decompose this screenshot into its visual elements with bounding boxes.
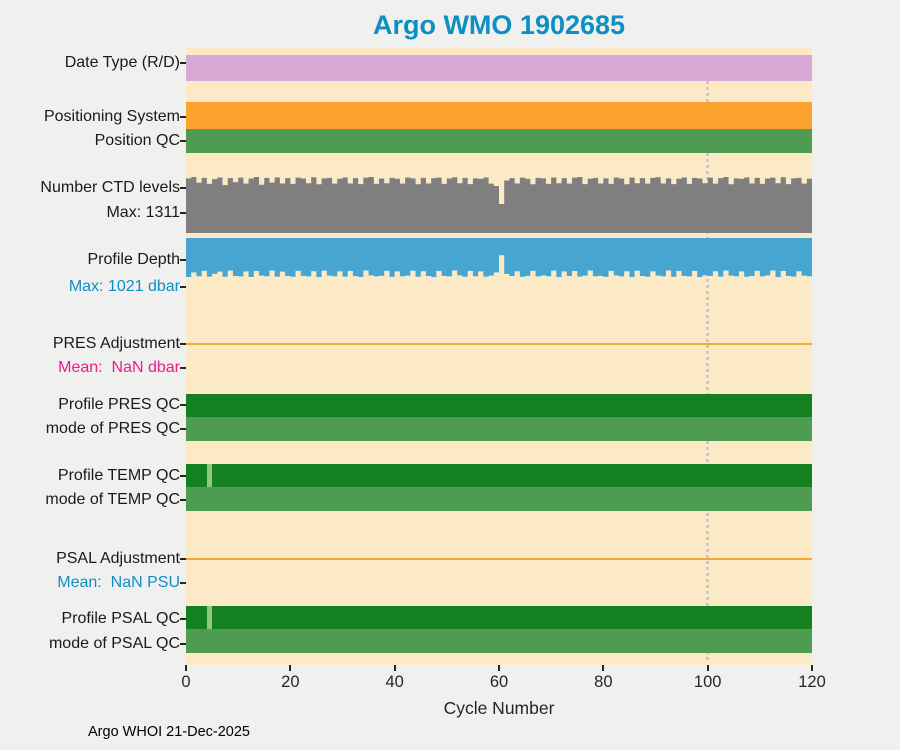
x-axis: 0 20 40 60 80 100 120 <box>181 665 826 697</box>
band-position-qc <box>186 129 812 153</box>
band-date-type <box>186 55 812 81</box>
row-label: Mean: NaN dbar <box>58 359 180 376</box>
x-tick-label: 0 <box>181 673 191 691</box>
row-label: PRES Adjustment <box>52 335 180 352</box>
band-profile-pres-qc <box>186 394 812 417</box>
x-tick-mark <box>498 665 500 671</box>
row-label: mode of TEMP QC <box>45 491 180 508</box>
row-label: Mean: NaN PSU <box>57 574 180 591</box>
y-tick-mark <box>180 643 186 645</box>
band-profile-depth-path <box>186 238 812 277</box>
row-label-gutter: Date Type (R/D) Positioning System Positio… <box>0 0 180 750</box>
x-tick-mark <box>706 665 709 671</box>
x-tick-label: 60 <box>489 673 509 691</box>
y-tick-mark <box>180 116 186 118</box>
x-tick-mark <box>289 665 292 671</box>
row-label: Date Type (R/D) <box>64 54 180 71</box>
band-ctd-levels-path <box>186 177 812 233</box>
band-mode-pres-qc <box>186 417 812 441</box>
y-tick-mark <box>180 367 186 369</box>
band-profile-psal-qc <box>186 606 812 629</box>
y-tick-mark <box>180 62 186 64</box>
y-tick-mark <box>180 582 186 584</box>
row-label: PSAL Adjustment <box>56 550 180 567</box>
page-title: Argo WMO 1902685 <box>372 10 626 40</box>
row-label: Profile PSAL QC <box>61 610 180 627</box>
row-label: Position QC <box>94 132 180 149</box>
row-label: Max: 1021 dbar <box>68 278 180 295</box>
x-tick-mark <box>811 665 813 671</box>
band-pres-adjustment <box>186 343 812 345</box>
row-label: Profile TEMP QC <box>57 467 180 484</box>
row-label: Number CTD levels <box>40 179 180 196</box>
x-tick-label: 100 <box>693 673 722 691</box>
y-tick-mark <box>180 140 186 142</box>
x-tick-label: 120 <box>798 673 826 691</box>
y-tick-mark <box>180 343 186 345</box>
footer-text: Argo WHOI 21-Dec-2025 <box>88 724 250 740</box>
row-label: Max: 1311 <box>106 204 180 221</box>
reference-line-cycle-100 <box>706 56 710 660</box>
plot-area <box>180 48 812 665</box>
x-axis-label: Cycle Number <box>443 698 555 718</box>
x-tick-mark <box>393 665 396 671</box>
x-tick-label: 80 <box>594 673 613 691</box>
y-tick-mark <box>180 259 186 261</box>
x-tick-mark <box>185 665 187 671</box>
y-tick-mark <box>180 212 186 214</box>
band-ctd-levels <box>186 177 812 233</box>
band-profile-temp-qc <box>186 464 812 487</box>
band-mode-psal-qc <box>186 629 812 653</box>
row-label: mode of PSAL QC <box>48 635 180 652</box>
x-tick-label: 20 <box>281 673 300 691</box>
y-tick-mark <box>180 428 186 430</box>
band-profile-psal-qc-light-segment <box>206 606 213 629</box>
y-tick-mark <box>180 618 186 620</box>
y-tick-mark <box>180 187 186 189</box>
row-label: Positioning System <box>43 108 180 125</box>
row-label: Profile PRES QC <box>58 396 180 413</box>
band-psal-adjustment <box>186 558 812 560</box>
row-label: mode of PRES QC <box>45 420 180 437</box>
band-positioning <box>186 102 812 129</box>
y-tick-mark <box>180 558 186 560</box>
y-tick-mark <box>180 286 186 288</box>
x-tick-label: 40 <box>385 673 404 691</box>
y-tick-mark <box>180 475 186 477</box>
row-label: Profile Depth <box>87 251 181 268</box>
x-tick-mark <box>602 665 605 671</box>
band-profile-temp-qc-light-segment <box>206 464 213 487</box>
band-mode-temp-qc <box>186 487 812 511</box>
band-profile-depth <box>186 238 812 277</box>
y-tick-mark <box>180 404 186 406</box>
y-tick-mark <box>180 499 186 501</box>
